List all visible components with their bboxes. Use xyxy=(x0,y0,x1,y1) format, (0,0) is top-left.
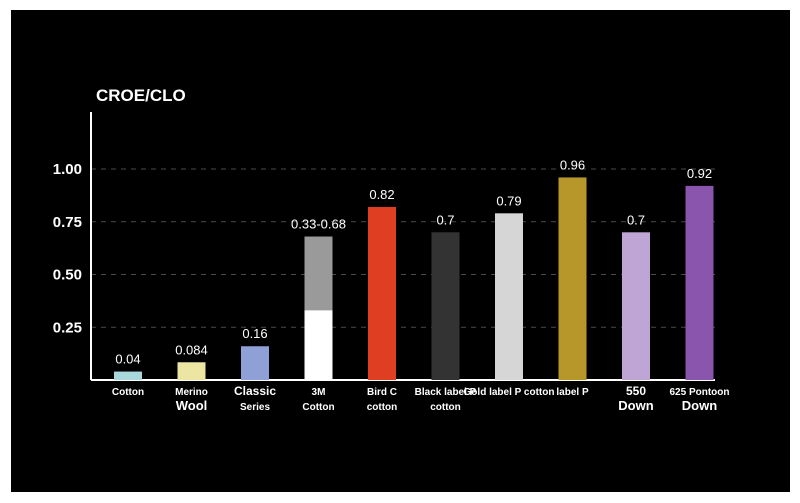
category-label: Merino xyxy=(175,387,208,398)
category-label: Gold label P cotton xyxy=(464,387,555,398)
value-label: 0.7 xyxy=(436,212,454,227)
category-label: 625 Pontoon xyxy=(669,387,729,398)
category-label: Bird C xyxy=(367,387,397,398)
y-axis-title: CROE/CLO xyxy=(96,86,186,105)
chart-background xyxy=(11,10,790,492)
category-label: 550 xyxy=(626,384,646,398)
category-label: Cotton xyxy=(302,402,334,413)
bar xyxy=(431,232,460,380)
bar-range-low xyxy=(304,310,333,380)
value-label: 0.79 xyxy=(496,193,521,208)
bar xyxy=(622,232,650,380)
y-tick-label: 1.00 xyxy=(53,161,82,178)
category-label: label P xyxy=(556,387,589,398)
bar xyxy=(685,185,714,380)
category-label: Wool xyxy=(176,398,208,413)
category-label: Series xyxy=(240,402,270,413)
y-tick-labels: 0.25 0.50 0.75 1.00 xyxy=(53,161,82,336)
value-label: 0.04 xyxy=(115,352,140,367)
value-label: 0.82 xyxy=(369,187,394,202)
bar xyxy=(241,346,269,380)
bar xyxy=(114,371,142,380)
bar xyxy=(495,213,523,380)
category-label: Down xyxy=(618,398,653,413)
category-label: Down xyxy=(682,398,717,413)
y-tick-label: 0.75 xyxy=(53,214,82,231)
category-label: Cotton xyxy=(112,387,144,398)
gridlines xyxy=(91,168,715,328)
bar xyxy=(558,177,587,380)
value-label: 0.7 xyxy=(627,212,645,227)
bars xyxy=(114,177,714,380)
y-tick-label: 0.25 xyxy=(53,319,82,336)
category-label: cotton xyxy=(430,402,461,413)
bar xyxy=(177,362,206,380)
value-label: 0.16 xyxy=(242,326,267,341)
bar xyxy=(368,206,396,380)
category-label: Black label P xyxy=(415,387,477,398)
value-label: 0.33-0.68 xyxy=(291,217,346,232)
value-label: 0.96 xyxy=(560,157,585,172)
category-label: 3M xyxy=(312,387,326,398)
y-tick-label: 0.50 xyxy=(53,267,82,284)
value-label: 0.084 xyxy=(175,342,208,357)
category-label: Classic xyxy=(234,384,276,398)
value-label: 0.92 xyxy=(687,166,712,181)
category-label: cotton xyxy=(367,402,398,413)
value-labels: 0.04 0.084 0.16 0.33-0.68 0.82 0.7 0.79 0.96 0.7… xyxy=(115,157,712,366)
